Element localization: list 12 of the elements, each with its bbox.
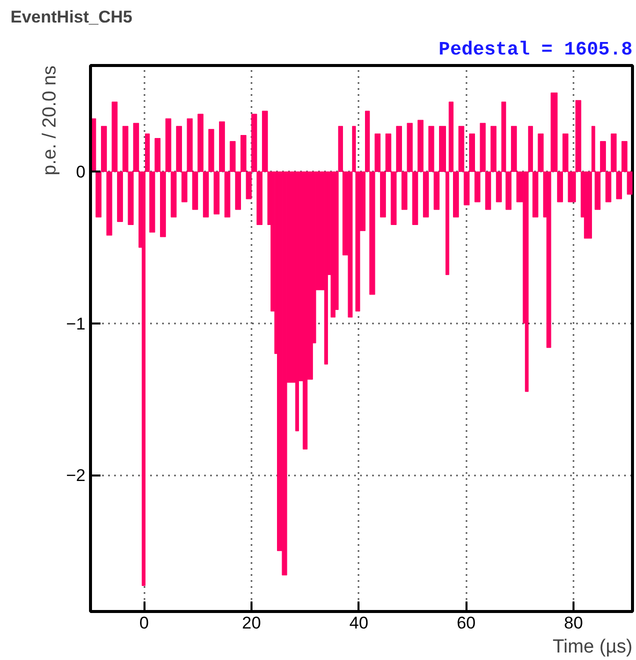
chart-title: EventHist_CH5 [10,8,132,26]
x-tick-label: 0 [139,614,149,632]
y-tick-label: −2 [66,466,86,485]
text: Pedestal = 1605.8 [438,38,633,60]
y-tick-label: 0 [76,162,86,182]
x-tick-label: 60 [456,614,476,632]
x-tick-label: 80 [564,614,583,632]
x-axis-title: Time (µs) [552,636,633,658]
x-tick-label: 40 [349,614,368,632]
y-axis-title: p.e. / 20.0 ns [40,65,60,176]
x-tick-label: 20 [242,614,261,632]
y-tick-label: −1 [66,314,86,334]
